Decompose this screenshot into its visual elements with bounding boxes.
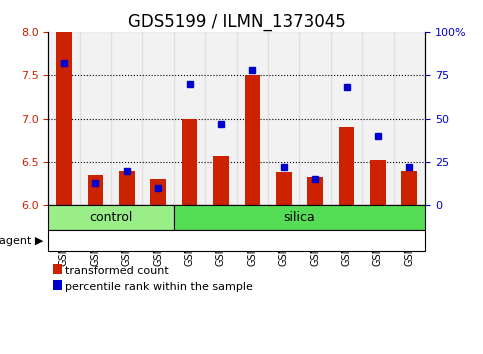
Bar xyxy=(142,32,174,205)
Text: silica: silica xyxy=(284,211,315,224)
Bar xyxy=(87,175,103,205)
Bar xyxy=(119,171,135,205)
Bar xyxy=(362,32,394,205)
Bar xyxy=(150,179,166,205)
Bar xyxy=(174,32,205,205)
Title: GDS5199 / ILMN_1373045: GDS5199 / ILMN_1373045 xyxy=(128,13,345,30)
Bar xyxy=(339,127,355,205)
Bar xyxy=(307,177,323,205)
Bar xyxy=(111,32,142,205)
Bar xyxy=(244,75,260,205)
Bar xyxy=(394,32,425,205)
Bar xyxy=(213,156,229,205)
Text: transformed count: transformed count xyxy=(65,266,169,276)
Bar xyxy=(401,171,417,205)
Bar xyxy=(299,32,331,205)
Bar xyxy=(205,32,237,205)
Text: control: control xyxy=(89,211,133,224)
Bar xyxy=(80,32,111,205)
Bar xyxy=(56,32,72,205)
Bar xyxy=(182,119,198,205)
Bar xyxy=(237,32,268,205)
Text: percentile rank within the sample: percentile rank within the sample xyxy=(65,282,253,292)
Bar xyxy=(48,32,80,205)
Bar xyxy=(268,32,299,205)
Bar xyxy=(370,160,386,205)
Bar xyxy=(331,32,362,205)
Bar xyxy=(276,172,292,205)
Text: agent ▶: agent ▶ xyxy=(0,236,43,246)
